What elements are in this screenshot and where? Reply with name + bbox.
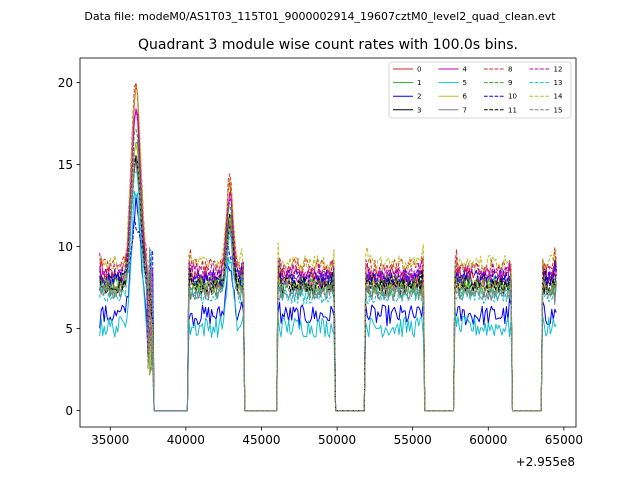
legend-label-8: 8	[508, 66, 512, 74]
axes-frame	[79, 57, 577, 428]
chart-title: Quadrant 3 module wise count rates with …	[138, 37, 518, 53]
series-line-14	[99, 85, 557, 412]
series-line-2	[99, 195, 557, 412]
legend-box	[388, 61, 572, 119]
legend-label-3: 3	[417, 106, 421, 114]
y-tick-label: 15	[58, 158, 73, 172]
x-tick-label: 55000	[394, 433, 432, 447]
legend-label-15: 15	[554, 106, 563, 114]
y-tick-label: 20	[58, 76, 73, 90]
legend-label-9: 9	[508, 79, 512, 87]
y-tick-label: 0	[65, 404, 73, 418]
legend-label-6: 6	[463, 93, 468, 101]
figure-suptitle: Data file: modeM0/AS1T03_115T01_90000029…	[84, 10, 556, 23]
axes: 35000 40000 45000 50000 55000 60000 6500005101…	[58, 57, 583, 447]
plot-area	[99, 82, 557, 412]
legend-label-0: 0	[417, 66, 421, 74]
x-tick-label: 60000	[469, 433, 507, 447]
legend-label-11: 11	[508, 106, 517, 114]
x-tick-label: 50000	[318, 433, 356, 447]
x-tick-label: 40000	[167, 433, 205, 447]
legend-label-4: 4	[463, 66, 468, 74]
legend-label-13: 13	[554, 79, 563, 87]
legend-label-7: 7	[463, 106, 467, 114]
series-line-0	[99, 83, 557, 412]
x-tick-label: 45000	[242, 433, 280, 447]
legend-label-14: 14	[554, 93, 563, 101]
legend-label-10: 10	[508, 93, 517, 101]
series-line-15	[99, 154, 557, 412]
x-offset-label: +2.955e8	[516, 455, 575, 469]
legend-label-5: 5	[463, 79, 467, 87]
series-line-8	[99, 82, 557, 412]
x-tick-label: 35000	[91, 433, 129, 447]
series-line-13	[99, 171, 557, 412]
y-tick-label: 5	[65, 322, 73, 336]
legend-label-2: 2	[417, 93, 421, 101]
legend-label-12: 12	[554, 66, 563, 74]
legend-label-1: 1	[417, 79, 421, 87]
series-line-12	[99, 112, 557, 412]
x-tick-label: 65000	[545, 433, 583, 447]
y-tick-label: 10	[58, 240, 73, 254]
